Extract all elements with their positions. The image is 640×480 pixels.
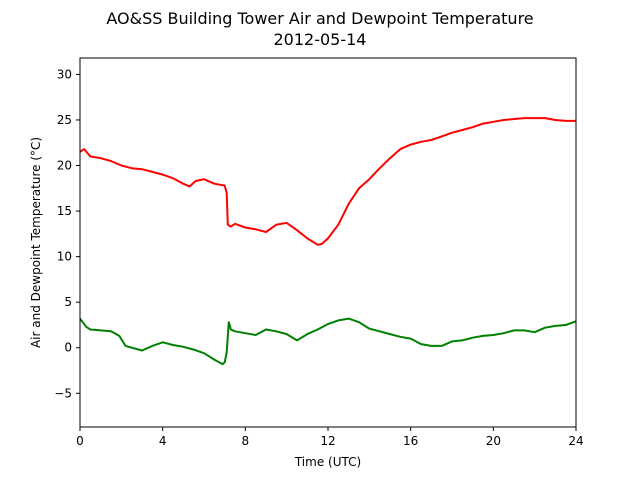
- y-tick-label: 10: [57, 250, 72, 264]
- y-tick-label: 20: [57, 159, 72, 173]
- chart-title: AO&SS Building Tower Air and Dewpoint Te…: [106, 9, 533, 28]
- chart-subtitle: 2012-05-14: [274, 30, 367, 49]
- y-axis-label: Air and Dewpoint Temperature (°C): [29, 137, 43, 348]
- y-tick-label: −5: [54, 386, 72, 400]
- x-tick-label: 0: [76, 434, 84, 448]
- plot-frame: [79, 57, 577, 428]
- series-line-2: [79, 317, 577, 366]
- y-tick-label: 25: [57, 113, 72, 127]
- x-tick-label: 4: [159, 434, 167, 448]
- y-tick-label: 5: [64, 295, 72, 309]
- x-tick-label: 16: [403, 434, 418, 448]
- y-axis-ticks: −5 0 5 10 15 20 25 30: [54, 67, 80, 400]
- x-tick-label: 20: [486, 434, 501, 448]
- x-tick-label: 12: [320, 434, 335, 448]
- x-axis-ticks: 0 4 8 12 16 20 24: [76, 427, 584, 448]
- x-tick-label: 8: [242, 434, 250, 448]
- series-line-1: [79, 117, 576, 246]
- x-tick-label: 24: [568, 434, 583, 448]
- plot-lines: [79, 117, 577, 366]
- y-tick-label: 15: [57, 204, 72, 218]
- y-tick-label: 0: [64, 341, 72, 355]
- y-tick-label: 30: [57, 67, 72, 81]
- x-axis-label: Time (UTC): [294, 455, 361, 469]
